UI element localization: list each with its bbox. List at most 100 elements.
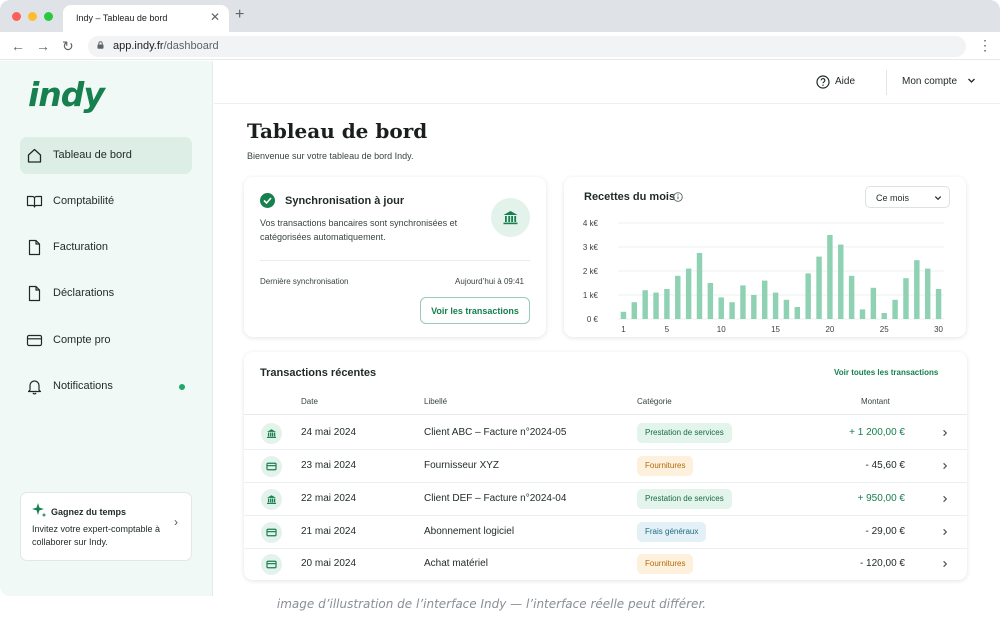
promo-card[interactable]: Gagnez du temps Invitez votre expert-com… bbox=[20, 492, 192, 561]
document-icon bbox=[28, 239, 41, 256]
last-sync-value: Aujourd’hui à 09:41 bbox=[455, 277, 524, 286]
info-icon[interactable] bbox=[673, 192, 683, 202]
chart-bar[interactable] bbox=[859, 309, 866, 319]
new-tab-icon[interactable]: + bbox=[235, 6, 245, 23]
chart-bar[interactable] bbox=[892, 299, 898, 319]
table-row[interactable]: 21 mai 2024 Abonnement logiciel Frais géné… bbox=[244, 516, 967, 549]
account-menu[interactable]: Mon compte bbox=[902, 76, 958, 87]
y-tick-label: 0 € bbox=[587, 315, 599, 324]
browser-menu-icon[interactable]: ⋮ bbox=[978, 37, 992, 53]
chart-bar[interactable] bbox=[935, 289, 942, 319]
chart-bar[interactable] bbox=[653, 292, 659, 319]
transaction-date: 24 mai 2024 bbox=[301, 427, 357, 438]
notification-badge bbox=[179, 384, 185, 390]
card-icon bbox=[261, 522, 282, 543]
indy-logo[interactable]: indy bbox=[28, 75, 105, 114]
chart-bar[interactable] bbox=[696, 253, 703, 319]
table-row[interactable]: 20 mai 2024 Achat matériel Fournitures - 12… bbox=[244, 548, 967, 581]
x-tick-label: 30 bbox=[934, 325, 943, 334]
view-transactions-button[interactable]: Voir les transactions bbox=[420, 297, 530, 324]
chart-bar[interactable] bbox=[707, 283, 714, 319]
column-header-label: Libellé bbox=[424, 397, 448, 406]
chart-bar[interactable] bbox=[848, 275, 855, 319]
sidebar-item-comptabilite[interactable]: Comptabilité bbox=[20, 183, 192, 220]
minimize-window-button[interactable] bbox=[28, 12, 37, 21]
card-icon bbox=[261, 456, 282, 477]
chart-bar[interactable] bbox=[870, 287, 877, 319]
chart-bar[interactable] bbox=[729, 302, 735, 319]
chart-bar[interactable] bbox=[631, 302, 638, 319]
table-row[interactable]: 24 mai 2024 Client ABC – Facture n°2024-0… bbox=[244, 417, 967, 450]
sync-description: Vos transactions bancaires sont synchron… bbox=[260, 218, 458, 242]
transaction-label: Fournisseur XYZ bbox=[424, 460, 500, 471]
page-subtitle: Bienvenue sur votre tableau de bord Indy… bbox=[247, 151, 414, 161]
category-badge: Prestation de services bbox=[637, 489, 732, 509]
chart-bar[interactable] bbox=[827, 235, 833, 319]
back-icon[interactable]: ← bbox=[11, 38, 25, 54]
lock-icon bbox=[97, 41, 104, 49]
chart-bar[interactable] bbox=[642, 290, 648, 319]
chevron-right-icon[interactable] bbox=[941, 528, 949, 536]
chevron-down-icon bbox=[934, 196, 942, 201]
period-select[interactable]: Ce mois bbox=[865, 186, 950, 208]
view-all-transactions-link[interactable]: Voir toutes les transactions bbox=[834, 368, 939, 377]
chevron-right-icon[interactable] bbox=[941, 462, 949, 470]
close-window-button[interactable] bbox=[12, 12, 21, 21]
chart-bar[interactable] bbox=[740, 285, 746, 319]
sidebar-item-notifications[interactable]: Notifications bbox=[20, 368, 192, 405]
sidebar-item-declarations[interactable]: Déclarations bbox=[20, 275, 192, 312]
tab-title: Indy – Tableau de bord bbox=[76, 13, 168, 23]
bank-icon bbox=[261, 423, 282, 444]
y-tick-label: 2 k€ bbox=[583, 267, 599, 276]
chart-bar[interactable] bbox=[838, 244, 844, 319]
chart-bar[interactable] bbox=[903, 278, 909, 319]
column-header-date: Date bbox=[301, 397, 318, 406]
chevron-right-icon[interactable] bbox=[941, 495, 949, 503]
chart-bar[interactable] bbox=[881, 313, 887, 319]
help-icon[interactable] bbox=[816, 75, 830, 89]
chart-bar[interactable] bbox=[751, 295, 757, 319]
chart-bar[interactable] bbox=[772, 292, 779, 319]
chart-bar[interactable] bbox=[794, 307, 801, 319]
chevron-down-icon[interactable] bbox=[967, 76, 976, 85]
url-host: app.indy.fr bbox=[113, 40, 164, 52]
sidebar-item-facturation[interactable]: Facturation bbox=[20, 229, 192, 266]
sidebar-item-compte-pro[interactable]: Compte pro bbox=[20, 322, 192, 359]
caption: image d’illustration de l’interface Indy… bbox=[276, 597, 707, 611]
chart-bar[interactable] bbox=[685, 268, 692, 319]
chart-bar[interactable] bbox=[783, 299, 790, 319]
chart-bar[interactable] bbox=[620, 311, 627, 319]
chart-bar[interactable] bbox=[805, 273, 811, 319]
x-tick-label: 10 bbox=[717, 325, 726, 334]
sidebar-item-label: Déclarations bbox=[53, 287, 115, 299]
last-sync-label: Dernière synchronisation bbox=[260, 277, 349, 286]
chart-bar[interactable] bbox=[914, 260, 920, 319]
tab-close-icon[interactable]: ✕ bbox=[210, 10, 221, 24]
promo-text: Invitez votre expert-comptable à collabo… bbox=[32, 524, 161, 547]
chart-bar[interactable] bbox=[718, 297, 724, 319]
x-tick-label: 25 bbox=[880, 325, 889, 334]
chart-bar[interactable] bbox=[761, 280, 768, 319]
sidebar-item-dashboard[interactable]: Tableau de bord bbox=[20, 137, 192, 174]
browser-tab[interactable]: Indy – Tableau de bord ✕ bbox=[63, 5, 229, 32]
reload-icon[interactable]: ↻ bbox=[62, 38, 74, 54]
chart-bar[interactable] bbox=[675, 275, 681, 319]
chevron-right-icon[interactable] bbox=[941, 560, 949, 568]
maximize-window-button[interactable] bbox=[44, 12, 53, 21]
sparkle-icon bbox=[32, 503, 47, 518]
transaction-amount: + 1 200,00 € bbox=[849, 427, 905, 438]
sync-title: Synchronisation à jour bbox=[285, 195, 405, 207]
y-tick-label: 4 k€ bbox=[583, 219, 599, 228]
chart-bar[interactable] bbox=[924, 268, 931, 319]
help-link[interactable]: Aide bbox=[835, 76, 856, 87]
forward-icon[interactable]: → bbox=[36, 38, 50, 54]
transaction-label: Abonnement logiciel bbox=[424, 526, 515, 537]
chevron-right-icon[interactable] bbox=[941, 429, 949, 437]
home-icon bbox=[27, 148, 42, 163]
table-row[interactable]: 22 mai 2024 Client DEF – Facture n°2024-0… bbox=[244, 483, 967, 516]
chart-bar[interactable] bbox=[816, 256, 822, 319]
chart-bar[interactable] bbox=[664, 289, 670, 319]
table-row[interactable]: 23 mai 2024 Fournisseur XYZ Fournitures - 4… bbox=[244, 450, 967, 483]
transaction-date: 21 mai 2024 bbox=[301, 526, 357, 537]
address-bar[interactable]: app.indy.fr/dashboard bbox=[88, 36, 966, 57]
